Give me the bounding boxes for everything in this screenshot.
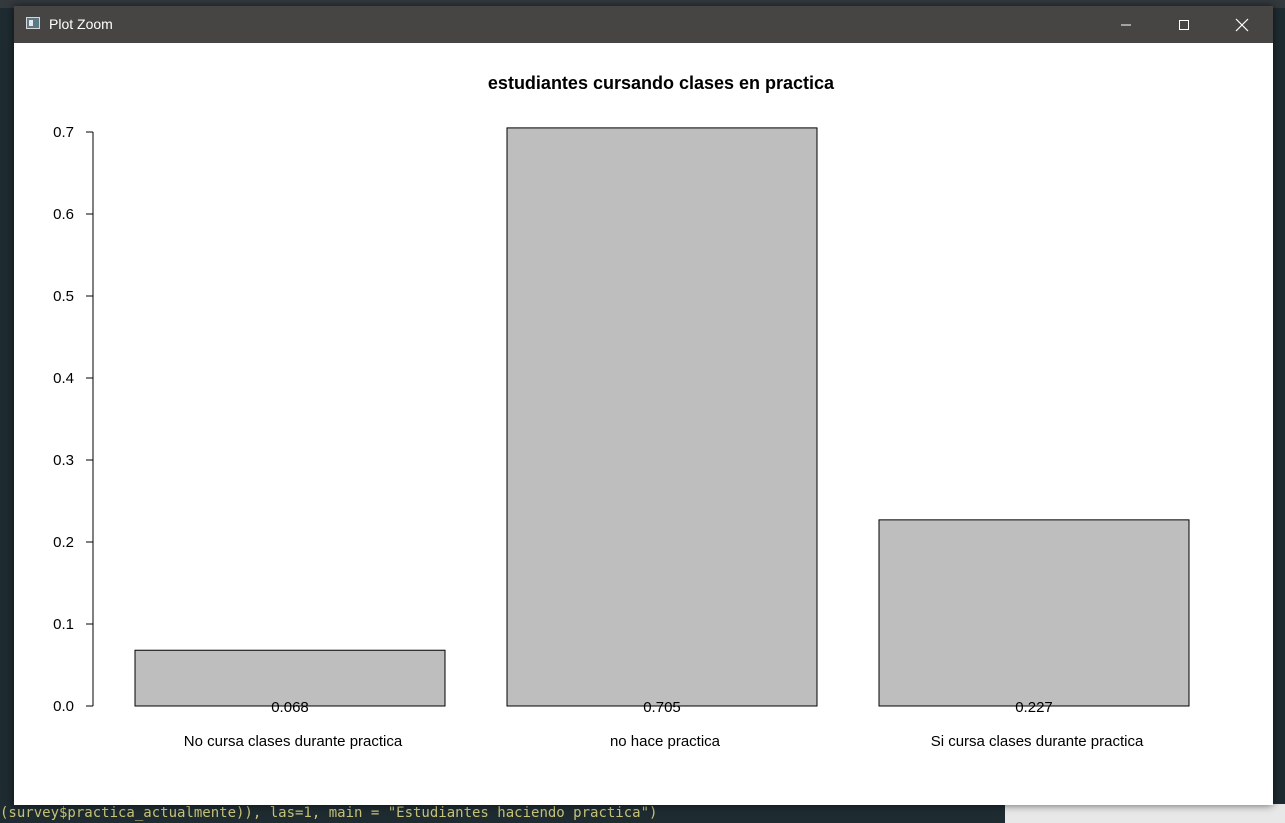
y-tick-label: 0.4 xyxy=(53,370,74,387)
background-console-line: (survey$practica_actualmente)), las=1, m… xyxy=(0,804,1005,823)
bar xyxy=(134,649,446,707)
minimize-icon xyxy=(1121,24,1131,25)
close-icon xyxy=(1235,18,1249,31)
y-tick-label: 0.3 xyxy=(53,452,74,469)
window-title: Plot Zoom xyxy=(49,16,113,32)
y-tick-label: 0.0 xyxy=(53,698,74,715)
bars-group: 0.068 0.705 0.227 xyxy=(134,127,1190,716)
bar-value-label: 0.068 xyxy=(271,699,309,716)
x-tick-label: No cursa clases durante practica xyxy=(184,733,403,750)
y-tick-label: 0.2 xyxy=(53,534,74,551)
bar xyxy=(878,519,1190,707)
x-tick-label: no hace practica xyxy=(610,733,721,750)
bar-chart: estudiantes cursando clases en practica … xyxy=(53,73,1190,750)
y-tick-label: 0.7 xyxy=(53,124,74,141)
background-panel xyxy=(1272,8,1285,823)
x-axis-labels: No cursa clases durante practica no hace … xyxy=(184,733,1144,750)
y-axis: 0.0 0.1 0.2 0.3 0.4 0.5 0.6 0.7 xyxy=(53,124,94,715)
close-button[interactable] xyxy=(1213,6,1271,43)
background-data-viewer xyxy=(1005,804,1285,823)
title-bar[interactable]: Plot Zoom xyxy=(14,6,1273,43)
y-tick-label: 0.6 xyxy=(53,206,74,223)
y-tick-label: 0.1 xyxy=(53,616,74,633)
plot-area: estudiantes cursando clases en practica … xyxy=(14,43,1273,805)
maximize-icon xyxy=(1179,19,1189,30)
y-tick-label: 0.5 xyxy=(53,288,74,305)
bar xyxy=(506,127,818,707)
chart-title: estudiantes cursando clases en practica xyxy=(488,73,835,93)
maximize-button[interactable] xyxy=(1155,6,1213,43)
background-tabbar xyxy=(0,0,1285,8)
minimize-button[interactable] xyxy=(1097,6,1155,43)
background-editor xyxy=(0,8,14,823)
app-icon xyxy=(26,17,40,29)
plot-zoom-window: Plot Zoom estudiantes cursando clases en… xyxy=(14,6,1273,805)
x-tick-label: Si cursa clases durante practica xyxy=(931,733,1144,750)
bar-value-label: 0.705 xyxy=(643,699,681,716)
bar-value-label: 0.227 xyxy=(1015,699,1053,716)
